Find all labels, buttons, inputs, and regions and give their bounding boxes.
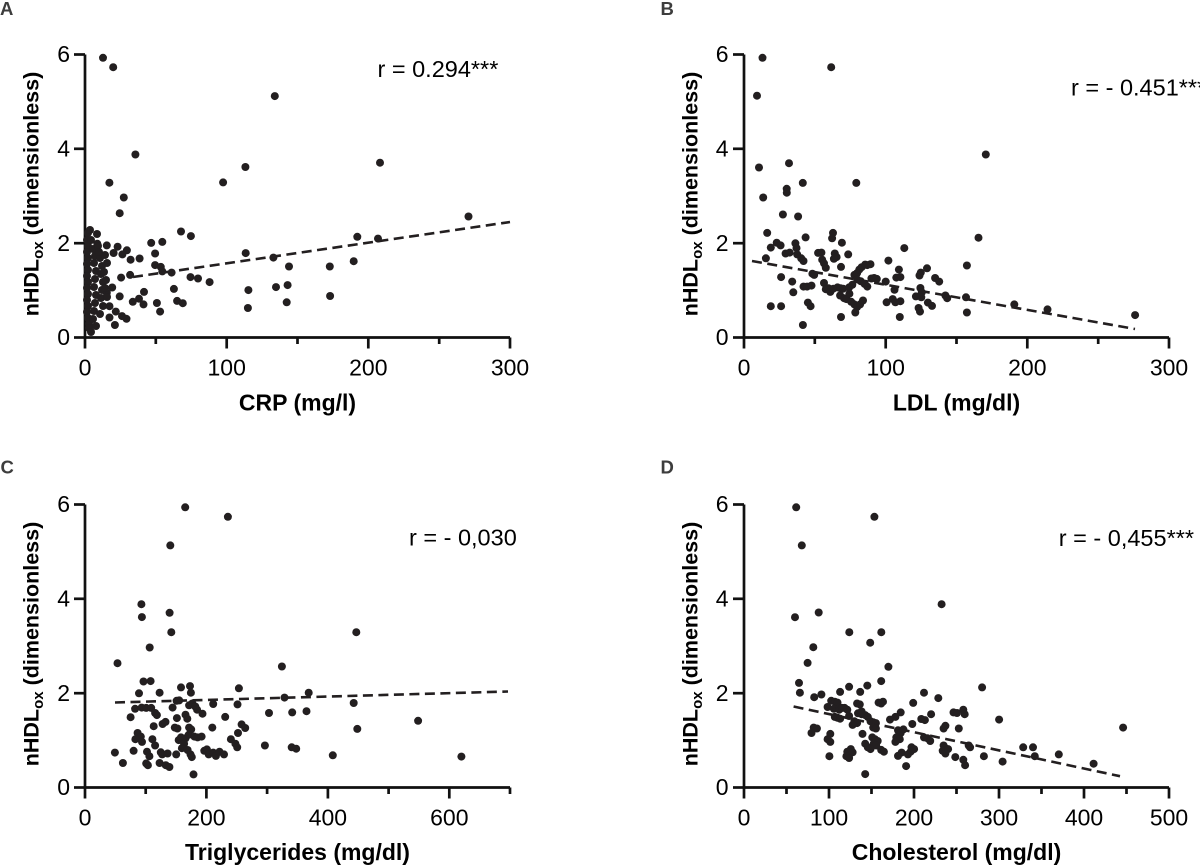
svg-text:LDL (mg/dl): LDL (mg/dl) xyxy=(893,390,1020,416)
svg-text:300: 300 xyxy=(1150,355,1188,381)
svg-text:nHDLox (dimensionless): nHDLox (dimensionless) xyxy=(20,522,48,767)
svg-text:r = 0.294***: r = 0.294*** xyxy=(378,56,499,82)
svg-text:100: 100 xyxy=(208,355,246,381)
svg-text:CRP (mg/l): CRP (mg/l) xyxy=(239,390,356,416)
svg-text:4: 4 xyxy=(716,135,729,161)
svg-text:0: 0 xyxy=(738,805,751,831)
svg-text:D: D xyxy=(661,456,674,477)
svg-text:400: 400 xyxy=(309,805,347,831)
svg-text:500: 500 xyxy=(1150,805,1188,831)
svg-text:nHDLox (dimensionless): nHDLox (dimensionless) xyxy=(679,522,707,767)
svg-text:0: 0 xyxy=(79,355,92,381)
svg-text:Triglycerides (mg/dl): Triglycerides (mg/dl) xyxy=(185,839,410,865)
svg-text:0: 0 xyxy=(716,324,729,350)
svg-text:r = - 0,030: r = - 0,030 xyxy=(409,524,517,550)
svg-text:6: 6 xyxy=(716,491,729,517)
svg-text:0: 0 xyxy=(57,774,70,800)
svg-text:2: 2 xyxy=(57,680,70,706)
svg-text:200: 200 xyxy=(1008,355,1046,381)
svg-text:400: 400 xyxy=(1065,805,1103,831)
svg-text:Cholesterol (mg/dl): Cholesterol (mg/dl) xyxy=(852,839,1062,865)
svg-text:2: 2 xyxy=(57,230,70,256)
svg-text:4: 4 xyxy=(57,135,70,161)
svg-text:2: 2 xyxy=(716,680,729,706)
svg-text:A: A xyxy=(0,0,13,19)
svg-text:300: 300 xyxy=(980,805,1018,831)
svg-text:0: 0 xyxy=(57,324,70,350)
svg-text:B: B xyxy=(661,0,674,19)
svg-text:2: 2 xyxy=(716,230,729,256)
svg-text:nHDLox (dimensionless): nHDLox (dimensionless) xyxy=(20,72,48,317)
svg-text:4: 4 xyxy=(57,585,70,611)
svg-text:0: 0 xyxy=(79,805,92,831)
svg-text:200: 200 xyxy=(187,805,225,831)
svg-text:C: C xyxy=(1,457,14,478)
svg-text:6: 6 xyxy=(716,41,729,67)
svg-text:6: 6 xyxy=(57,491,70,517)
svg-text:r = - 0,455***: r = - 0,455*** xyxy=(1059,525,1194,551)
svg-text:200: 200 xyxy=(349,355,387,381)
svg-text:6: 6 xyxy=(57,41,70,67)
svg-text:200: 200 xyxy=(895,805,933,831)
svg-text:0: 0 xyxy=(716,774,729,800)
svg-text:300: 300 xyxy=(491,355,529,381)
svg-text:600: 600 xyxy=(430,805,468,831)
svg-text:100: 100 xyxy=(867,355,905,381)
svg-text:4: 4 xyxy=(716,585,729,611)
svg-text:0: 0 xyxy=(738,355,751,381)
svg-text:100: 100 xyxy=(810,805,848,831)
svg-text:nHDLox (dimensionless): nHDLox (dimensionless) xyxy=(679,72,707,317)
svg-text:r = - 0.451***: r = - 0.451*** xyxy=(1071,74,1200,100)
